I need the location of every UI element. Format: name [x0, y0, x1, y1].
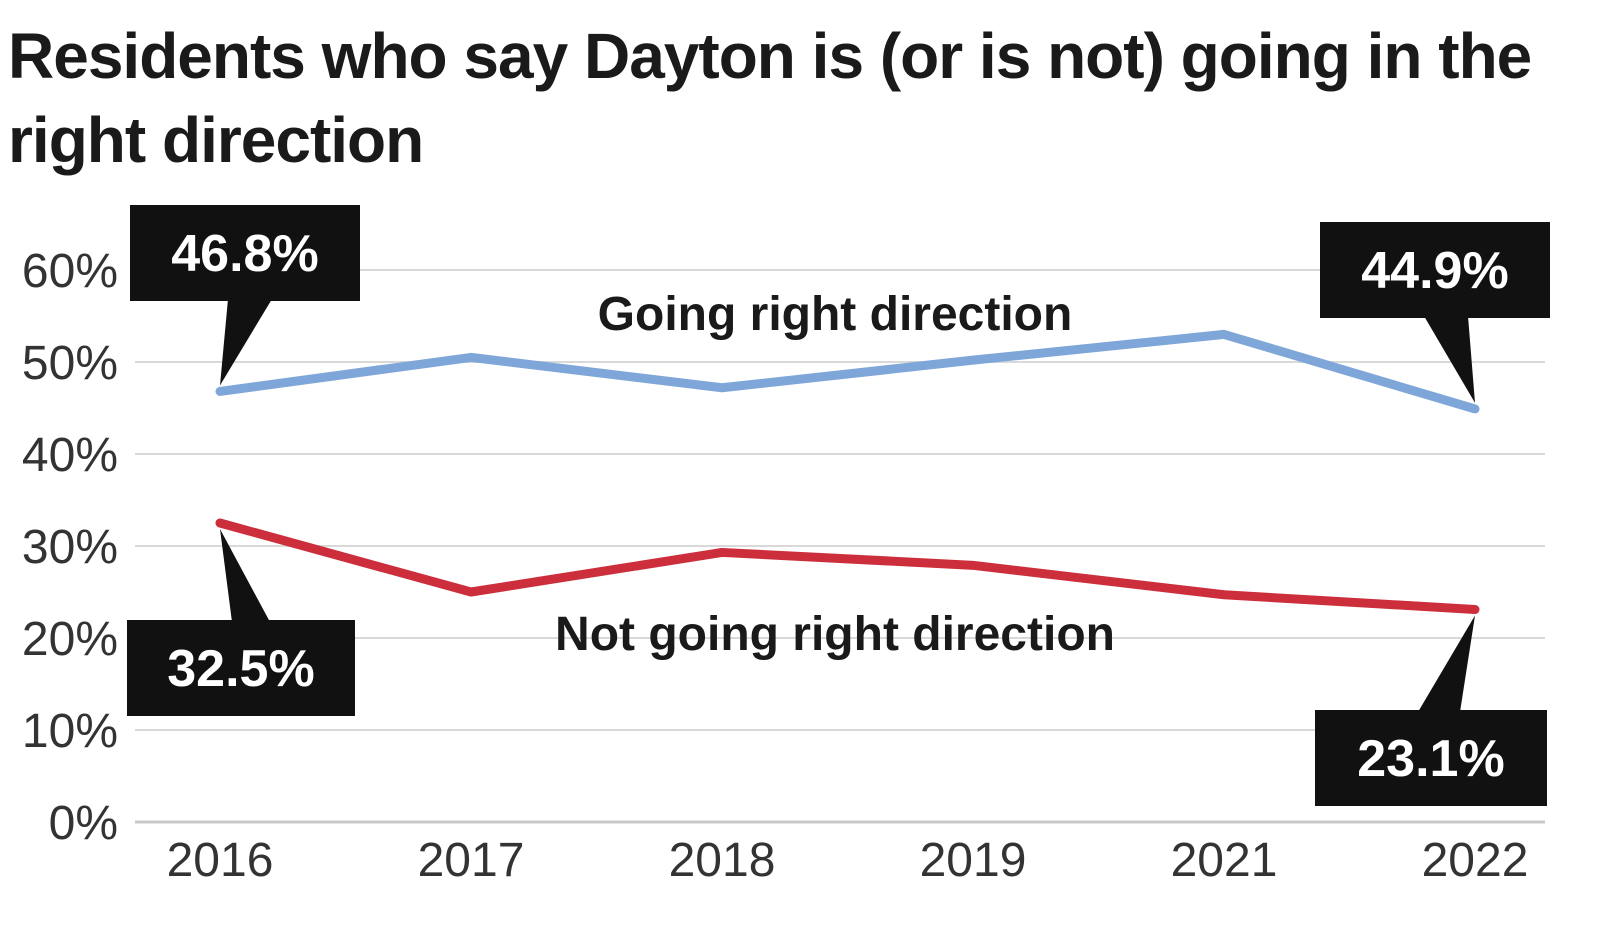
- gridlines: [135, 269, 1545, 824]
- callout-value-label: 46.8%: [171, 225, 318, 283]
- x-tick-label: 2016: [167, 834, 274, 887]
- y-tick-label: 30%: [22, 521, 118, 574]
- callout-box: [1315, 710, 1547, 806]
- callout-pointer: [220, 299, 272, 386]
- y-tick-label: 50%: [22, 337, 118, 390]
- y-tick-label: 10%: [22, 705, 118, 758]
- series-line-not-going-right: [215, 518, 1480, 614]
- value-callout: 32.5%: [127, 529, 355, 716]
- value-callout: 23.1%: [1315, 615, 1547, 806]
- callout-box: [127, 620, 355, 716]
- callout-pointer: [1424, 316, 1475, 403]
- y-axis-tick-labels: 0% 10% 20% 30% 40% 50% 60%: [22, 245, 118, 850]
- x-axis-tick-labels: 2016 2017 2018 2019 2021 2022: [167, 834, 1529, 887]
- series-labels: Going right direction Not going right dir…: [555, 288, 1115, 661]
- callout-pointer: [1418, 615, 1475, 712]
- callout-value-label: 44.9%: [1361, 242, 1508, 300]
- value-callout: 44.9%: [1320, 222, 1550, 403]
- y-tick-label: 20%: [22, 613, 118, 666]
- series-lines: [215, 329, 1480, 614]
- x-tick-label: 2019: [920, 834, 1027, 887]
- callout-box: [130, 205, 360, 301]
- callout-box: [1320, 222, 1550, 318]
- series-label: Going right direction: [598, 288, 1073, 341]
- callout-value-label: 32.5%: [167, 640, 314, 698]
- x-tick-label: 2021: [1171, 834, 1278, 887]
- x-tick-label: 2018: [669, 834, 776, 887]
- callout-pointer: [220, 529, 270, 622]
- value-callouts: 46.8% 44.9% 32.5% 23.1%: [127, 205, 1550, 806]
- x-tick-label: 2022: [1422, 834, 1529, 887]
- series-line-going-right: [215, 329, 1480, 414]
- value-callout: 46.8%: [130, 205, 360, 386]
- callout-value-label: 23.1%: [1357, 730, 1504, 788]
- x-tick-label: 2017: [418, 834, 525, 887]
- y-tick-label: 60%: [22, 245, 118, 298]
- y-tick-label: 0%: [49, 797, 118, 850]
- series-label: Not going right direction: [555, 608, 1115, 661]
- chart-title: Residents who say Dayton is (or is not) …: [8, 20, 1532, 176]
- y-tick-label: 40%: [22, 429, 118, 482]
